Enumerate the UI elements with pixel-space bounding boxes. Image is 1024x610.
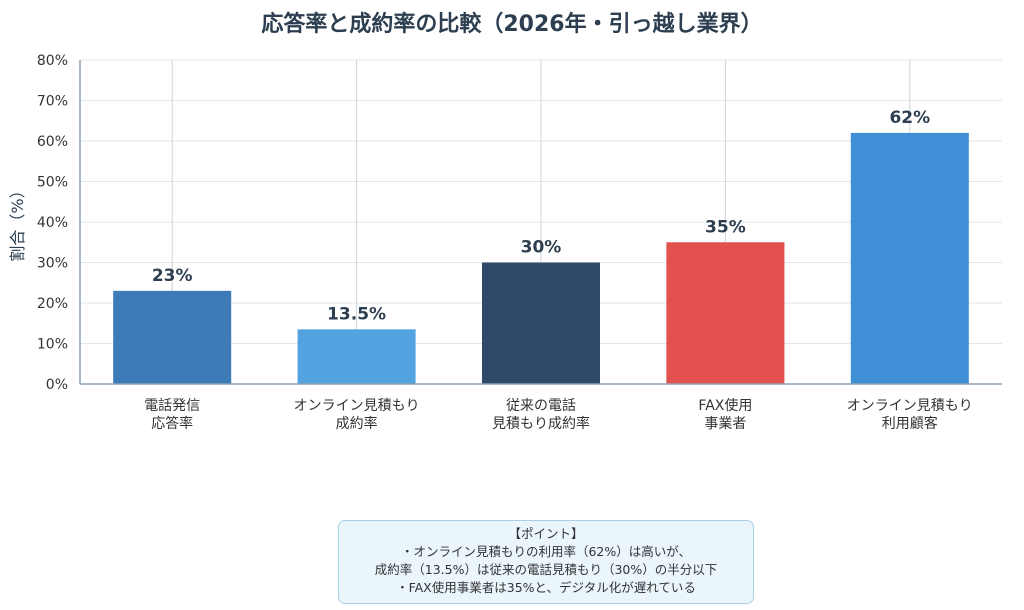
y-tick-label: 80%: [37, 53, 68, 69]
x-tick-label: FAX使用事業者: [698, 397, 752, 432]
note-line: 成約率（13.5%）は従来の電話見積もり（30%）の半分以下: [374, 562, 718, 577]
bar-value-label: 62%: [889, 108, 930, 128]
y-tick-label: 0%: [46, 377, 68, 393]
bar: [666, 242, 785, 384]
note-line: ・オンライン見積もりの利用率（62%）は高いが、: [400, 544, 692, 559]
bar-value-label: 35%: [705, 217, 746, 237]
y-tick-label: 10%: [37, 337, 68, 353]
bar: [113, 290, 232, 384]
y-tick-label: 30%: [37, 256, 68, 272]
x-tick-label: 従来の電話見積もり成約率: [492, 397, 590, 432]
bar-value-label: 23%: [152, 266, 193, 286]
note-line: ・FAX使用事業者は35%と、デジタル化が遅れている: [396, 580, 696, 595]
note-box: 【ポイント】 ・オンライン見積もりの利用率（62%）は高いが、 成約率（13.5…: [338, 520, 754, 604]
y-tick-label: 50%: [37, 175, 68, 191]
bar-value-label: 13.5%: [327, 304, 386, 324]
y-axis-label: 割合（%）: [8, 182, 27, 261]
y-tick-label: 60%: [37, 134, 68, 150]
x-tick-label: 電話発信応答率: [144, 397, 200, 432]
bar: [297, 329, 416, 384]
x-tick-label: オンライン見積もり利用顧客: [847, 398, 973, 432]
note-line: 【ポイント】: [508, 526, 584, 541]
y-tick-label: 40%: [37, 215, 68, 231]
bar: [850, 132, 969, 384]
x-tick-label: オンライン見積もり成約率: [294, 398, 420, 432]
chart-title: 応答率と成約率の比較（2026年・引っ越し業界）: [261, 12, 763, 37]
bar-value-label: 30%: [521, 238, 562, 258]
bar: [481, 262, 601, 384]
y-tick-label: 70%: [37, 94, 68, 110]
y-tick-label: 20%: [37, 296, 68, 312]
